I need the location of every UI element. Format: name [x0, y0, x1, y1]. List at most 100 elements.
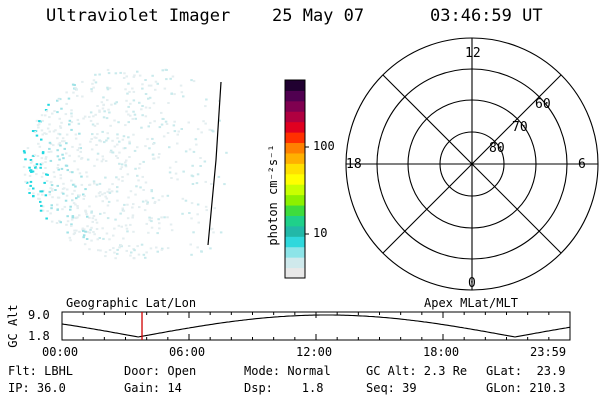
color-bar-segment	[285, 142, 305, 154]
uv-pixel	[103, 192, 106, 195]
uv-pixel	[100, 160, 104, 163]
uv-pixel	[37, 142, 40, 145]
uv-pixel	[52, 144, 55, 147]
uv-pixel	[115, 190, 119, 193]
uv-pixel	[150, 190, 153, 193]
uv-pixel	[122, 135, 126, 138]
uv-pixel	[118, 162, 121, 165]
color-bar-segment	[285, 90, 305, 102]
uv-pixel	[117, 178, 120, 181]
uv-pixel	[59, 221, 62, 224]
uv-pixel	[124, 88, 127, 91]
uv-pixel	[223, 183, 226, 186]
uv-pixel	[184, 199, 188, 202]
uv-pixel	[86, 225, 89, 228]
uv-pixel	[98, 237, 101, 239]
uv-pixel	[151, 137, 154, 140]
uv-pixel	[80, 157, 83, 160]
uv-pixel	[29, 180, 33, 183]
uv-pixel	[127, 196, 130, 199]
uv-pixel	[61, 137, 65, 140]
uv-pixel	[104, 176, 107, 179]
uv-pixel	[108, 249, 112, 251]
color-bar-segment	[285, 236, 305, 248]
strip-y-tick-top: 9.0	[28, 308, 50, 322]
uv-pixel	[77, 155, 81, 158]
uv-pixel	[166, 216, 169, 219]
uv-pixel	[161, 69, 164, 72]
uv-pixel	[104, 251, 108, 254]
uv-pixel	[100, 101, 104, 104]
uv-pixel	[102, 116, 106, 119]
uv-pixel	[117, 224, 121, 227]
uv-pixel	[48, 130, 51, 133]
uv-pixel	[152, 102, 156, 105]
uv-pixel	[94, 113, 97, 116]
uv-pixel	[98, 110, 101, 113]
uv-pixel	[90, 148, 94, 151]
uv-pixel	[141, 87, 144, 90]
uv-pixel	[168, 166, 172, 169]
uv-pixel	[60, 121, 63, 124]
color-bar-segment	[285, 121, 305, 133]
uv-pixel	[90, 138, 93, 140]
uv-pixel	[113, 227, 116, 230]
date-label: 25 May 07	[272, 6, 365, 26]
uv-pixel	[95, 183, 99, 186]
uv-pixel	[75, 88, 78, 91]
uv-pixel	[33, 164, 36, 167]
uv-pixel	[154, 88, 157, 91]
uv-pixel	[46, 210, 49, 213]
uv-pixel	[112, 234, 115, 237]
uv-pixel	[41, 205, 45, 208]
uv-pixel	[61, 140, 64, 143]
uv-pixel	[30, 160, 34, 163]
uv-pixel	[43, 181, 46, 184]
uv-pixel	[164, 120, 168, 123]
uv-pixel	[188, 148, 192, 151]
uv-pixel	[179, 84, 183, 87]
uv-pixel	[128, 140, 131, 143]
uv-pixel	[195, 143, 198, 146]
uv-pixel	[184, 150, 188, 153]
uv-pixel	[84, 230, 87, 233]
uv-pixel	[25, 181, 29, 184]
uv-pixel	[85, 175, 89, 178]
uv-pixel	[54, 189, 57, 191]
uv-pixel	[90, 239, 93, 242]
uv-pixel	[85, 171, 88, 174]
uv-pixel	[117, 121, 120, 124]
time-axis-label: 06:00	[169, 345, 206, 359]
uv-pixel	[189, 243, 192, 246]
uv-pixel	[126, 230, 129, 233]
uv-pixel	[32, 192, 35, 195]
uv-pixel	[78, 172, 82, 175]
uv-pixel	[105, 232, 109, 235]
footer-door: Door: Open	[124, 364, 197, 378]
uv-pixel	[24, 180, 27, 183]
uv-pixel	[56, 155, 60, 158]
uv-pixel	[43, 132, 46, 135]
uv-pixel	[151, 197, 155, 200]
uv-pixel	[133, 74, 136, 77]
uv-pixel	[145, 222, 148, 225]
uv-pixel	[127, 121, 130, 124]
uv-pixel	[141, 105, 144, 107]
uv-pixel	[82, 197, 85, 200]
uv-pixel	[95, 228, 99, 230]
uv-pixel	[65, 91, 68, 94]
uv-pixel	[104, 255, 107, 258]
uv-pixel	[192, 231, 195, 234]
color-bar-segment	[285, 246, 305, 258]
uv-pixel	[161, 117, 164, 120]
uv-pixel	[99, 140, 103, 143]
uv-pixel	[141, 83, 144, 86]
uv-pixel	[109, 149, 113, 152]
color-bar-segment	[285, 184, 305, 196]
uv-pixel	[209, 247, 212, 250]
uv-pixel	[56, 208, 59, 211]
uv-pixel	[213, 207, 216, 210]
uv-pixel	[121, 179, 124, 182]
uv-pixel	[85, 213, 88, 216]
uv-pixel	[148, 219, 152, 222]
